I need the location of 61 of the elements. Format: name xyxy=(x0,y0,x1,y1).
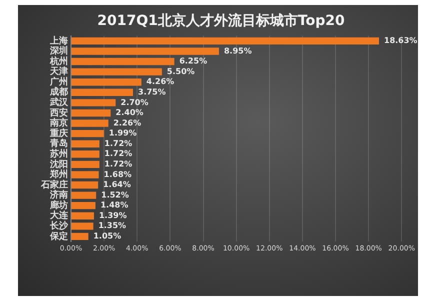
bar xyxy=(72,120,108,127)
data-label: 8.95% xyxy=(224,46,252,56)
data-label: 1.72% xyxy=(104,160,132,169)
bar xyxy=(72,181,98,189)
bar xyxy=(72,222,94,230)
bar xyxy=(72,212,94,220)
bar xyxy=(72,88,133,96)
bar xyxy=(72,160,100,168)
data-label: 1.35% xyxy=(98,221,126,230)
y-tick-label: 武汉 xyxy=(49,97,69,108)
y-tick-label: 青岛 xyxy=(49,138,68,150)
y-tick-label: 长沙 xyxy=(49,220,69,232)
y-tick-label: 郑州 xyxy=(49,169,68,180)
data-label: 2.70% xyxy=(120,98,148,107)
bar xyxy=(72,48,219,55)
y-tick-label: 南京 xyxy=(49,118,68,129)
bar xyxy=(72,130,104,138)
y-tick-label: 重庆 xyxy=(49,128,68,139)
bar xyxy=(72,192,96,199)
data-label: 1.48% xyxy=(100,200,128,210)
bar xyxy=(72,68,162,76)
data-label: 1.39% xyxy=(98,210,127,220)
y-tick-label: 大连 xyxy=(50,210,69,222)
y-tick-label: 西安 xyxy=(49,107,68,118)
data-label: 1.99% xyxy=(108,128,137,138)
bar xyxy=(72,109,111,117)
y-tick-label: 保定 xyxy=(49,230,68,242)
bar xyxy=(72,140,100,148)
data-label: 2.26% xyxy=(113,118,142,128)
data-label: 1.68% xyxy=(104,170,132,179)
data-label: 1.64% xyxy=(103,180,131,190)
bar xyxy=(72,150,100,158)
data-label: 4.26% xyxy=(146,77,174,86)
bar xyxy=(72,202,96,210)
data-label: 5.50% xyxy=(166,66,195,76)
bar xyxy=(72,99,116,106)
data-label: 1.52% xyxy=(101,190,129,200)
data-label: 2.40% xyxy=(116,108,144,118)
data-label: 1.72% xyxy=(104,149,132,158)
y-tick-label: 石家庄 xyxy=(40,179,68,190)
y-tick-label: 上海 xyxy=(49,35,68,46)
y-tick-label: 广州 xyxy=(49,76,68,88)
bar xyxy=(72,58,174,66)
chart-title: 2017Q1北京人才外流目标城市Top20 xyxy=(97,12,345,30)
data-label: 1.72% xyxy=(104,138,132,148)
y-tick-label: 沈阳 xyxy=(49,158,68,170)
y-tick-label: 廊坊 xyxy=(49,200,68,211)
data-label: 6.25% xyxy=(179,56,208,66)
bar xyxy=(72,232,88,240)
bar xyxy=(72,171,99,178)
data-label: 3.75% xyxy=(138,87,166,96)
y-tick-label: 济南 xyxy=(49,190,68,201)
bar xyxy=(72,78,142,86)
y-tick-label: 杭州 xyxy=(49,56,68,67)
y-tick-label: 成都 xyxy=(49,86,68,98)
bar xyxy=(72,37,380,45)
data-label: 1.05% xyxy=(93,232,122,241)
data-label: 18.63% xyxy=(384,36,418,46)
y-tick-label: 苏州 xyxy=(49,148,68,160)
y-tick-label: 天津 xyxy=(49,66,68,78)
y-tick-label: 深圳 xyxy=(49,46,68,57)
